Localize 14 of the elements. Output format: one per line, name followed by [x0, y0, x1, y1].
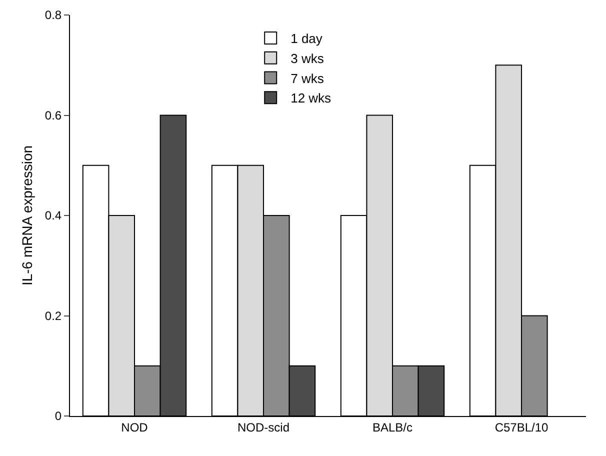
x-tick-label: BALB/c	[372, 420, 413, 434]
x-tick-label: NOD	[121, 420, 148, 434]
legend-label: 1 day	[290, 31, 323, 46]
y-tick-label: 0.8	[44, 8, 62, 22]
y-tick-label: 0.6	[44, 108, 62, 122]
y-axis-title: IL-6 mRNA expression	[19, 145, 35, 286]
x-tick-label: NOD-scid	[237, 420, 290, 434]
x-tick-label: C57BL/10	[494, 420, 549, 434]
y-tick-label: 0	[54, 409, 62, 424]
legend-label: 12 wks	[290, 90, 332, 106]
legend-label: 7 wks	[290, 70, 324, 86]
legend-label: 3 wks	[290, 50, 324, 66]
y-tick-label: 0.4	[44, 208, 62, 223]
y-tick-label: 0.2	[44, 308, 62, 323]
